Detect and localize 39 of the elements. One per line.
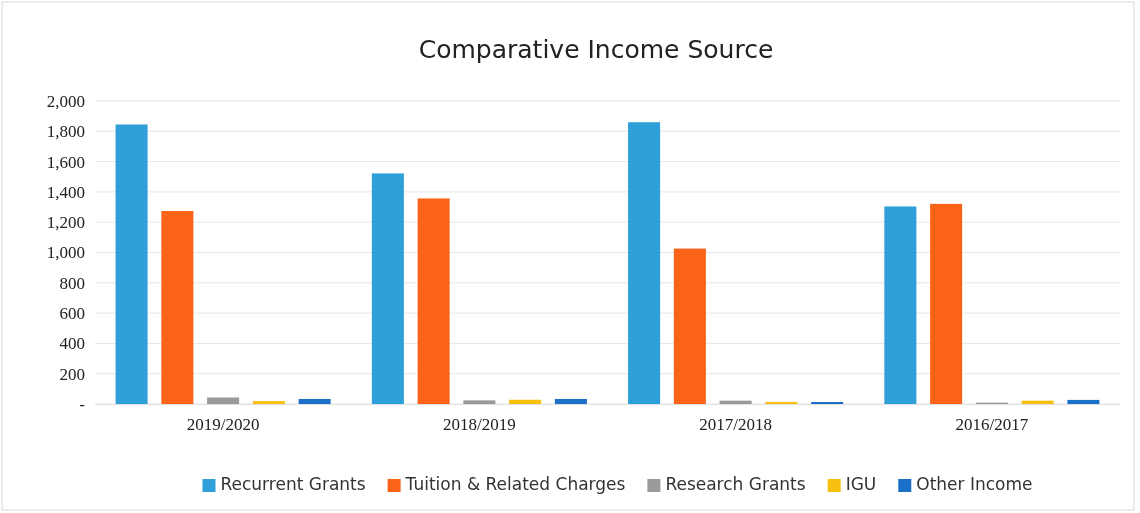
legend-label: Research Grants — [665, 474, 806, 494]
x-tick-label: 2017/2018 — [699, 415, 772, 435]
bar — [298, 399, 331, 404]
bar — [554, 399, 587, 404]
bar — [371, 173, 404, 404]
legend-label: Other Income — [916, 474, 1033, 494]
x-tick-label: 2018/2019 — [443, 415, 516, 435]
chart-title: Comparative Income Source — [418, 35, 774, 64]
bar — [628, 122, 661, 404]
bar — [719, 400, 752, 404]
bar — [509, 399, 542, 404]
y-tick-label: 1,000 — [46, 243, 85, 263]
legend-label: Recurrent Grants — [220, 474, 366, 494]
bar — [252, 401, 285, 404]
y-tick-label: 1,400 — [46, 182, 85, 202]
y-tick-label: 1,800 — [46, 122, 85, 142]
y-tick-label: - — [79, 394, 86, 414]
bar — [1021, 400, 1054, 404]
bar — [463, 400, 496, 404]
y-tick-label: 600 — [59, 304, 85, 324]
bar — [673, 248, 706, 404]
bar — [207, 397, 240, 404]
bar — [765, 401, 798, 404]
y-tick-label: 1,600 — [46, 152, 85, 172]
y-tick-label: 2,000 — [46, 91, 85, 111]
y-tick-label: 200 — [59, 364, 85, 384]
y-tick-label: 800 — [59, 273, 85, 293]
bar — [1067, 399, 1100, 404]
bar — [417, 198, 450, 404]
legend-label: Tuition & Related Charges — [404, 474, 626, 494]
legend-label: IGU — [845, 474, 877, 494]
x-tick-label: 2016/2017 — [955, 415, 1029, 435]
bar — [930, 203, 963, 404]
y-tick-label: 1,200 — [46, 213, 85, 233]
y-tick-label: 400 — [59, 334, 85, 354]
bar — [884, 206, 917, 404]
x-tick-label: 2019/2020 — [186, 415, 260, 435]
bar — [115, 124, 148, 404]
bar — [161, 210, 194, 404]
